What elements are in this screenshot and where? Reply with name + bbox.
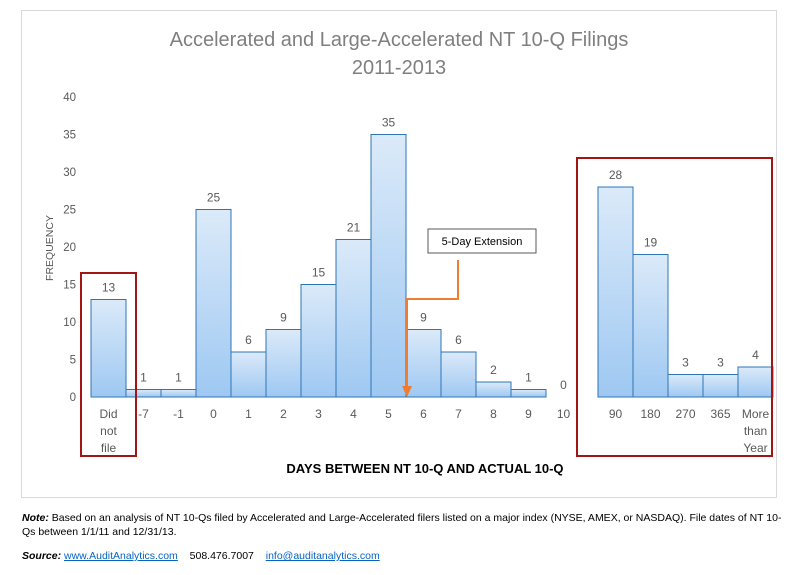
y-tick-label: 30 [63,167,76,179]
annotation-box [427,228,537,254]
y-tick-label: 5 [70,355,76,367]
y-tick-label: 40 [63,92,76,104]
data-label: 1 [140,371,147,385]
footnote-source: Source: www.AuditAnalytics.com 508.476.7… [22,550,380,562]
x-tick-label: 3 [315,407,322,421]
data-label: 25 [207,191,221,205]
bar [160,389,197,398]
annotation-text: 5-Day Extension [442,236,523,248]
bar [475,381,512,398]
x-tick-label: 6 [420,407,427,421]
x-tick-label: Did [99,407,117,421]
x-tick-label: 1 [245,407,252,421]
x-tick-label: not [100,424,117,438]
data-label: 9 [420,311,427,325]
y-tick-label: 15 [63,280,76,292]
bar [405,329,442,398]
bar [300,284,337,398]
y-tick-label: 35 [63,130,76,142]
bar [370,134,407,398]
bar [702,374,739,398]
data-label: 4 [752,348,759,362]
highlight-box-did-not-file [80,272,137,457]
data-label: 0 [560,378,567,392]
y-tick-label: 10 [63,317,76,329]
x-tick-label: -7 [138,407,149,421]
annotation-arrow-line [406,260,459,388]
histogram-chart: Accelerated and Large-Accelerated NT 10-… [44,29,774,476]
x-tick-label: Year [743,441,767,455]
data-label: 35 [382,116,396,130]
y-tick-label: 25 [63,205,76,217]
y-tick-label: 0 [70,392,76,404]
x-tick-label: -1 [173,407,184,421]
data-label: 28 [609,168,623,182]
x-tick-label: file [101,441,117,455]
bar [90,299,127,398]
source-website-link[interactable]: www.AuditAnalytics.com [64,550,178,562]
data-label: 9 [280,311,287,325]
bar [667,374,704,398]
note-text: Based on an analysis of NT 10-Qs filed b… [22,512,782,538]
bar [597,186,634,398]
x-tick-label: 8 [490,407,497,421]
bar [125,389,162,398]
data-label: 15 [312,266,326,280]
chart-subtitle: 2011-2013 [352,57,446,79]
source-email-link[interactable]: info@auditanalytics.com [265,550,380,562]
data-label: 19 [644,236,658,250]
x-tick-label: 365 [710,407,730,421]
x-tick-label: 2 [280,407,287,421]
x-tick-label: than [744,424,767,438]
x-tick-label: 9 [525,407,532,421]
bar [632,254,669,398]
x-tick-label: 4 [350,407,357,421]
source-phone: 508.476.7007 [189,550,254,562]
x-tick-label: 5 [385,407,392,421]
source-label: Source: [22,550,62,562]
data-label: 6 [455,333,462,347]
x-tick-label: 90 [609,407,623,421]
bar [230,351,267,398]
x-tick-label: More [742,407,770,421]
x-tick-label: 180 [640,407,660,421]
x-tick-label: 10 [557,407,571,421]
footnote-note: Note: Based on an analysis of NT 10-Qs f… [22,511,782,539]
y-axis-label: FREQUENCY [44,215,56,281]
data-label: 3 [717,356,724,370]
note-label: Note: [22,512,49,524]
x-tick-label: 0 [210,407,217,421]
bar [195,209,232,398]
bar [335,239,372,398]
highlight-box-long-delay [576,157,773,457]
chart-frame [21,10,777,498]
data-label: 3 [682,356,689,370]
bar [265,329,302,398]
annotation-arrow-head [402,386,412,397]
data-label: 2 [490,363,497,377]
bar [737,366,774,398]
x-tick-label: 270 [675,407,695,421]
data-label: 1 [525,371,532,385]
data-label: 13 [102,281,116,295]
chart-title: Accelerated and Large-Accelerated NT 10-… [170,29,629,51]
data-label: 21 [347,221,361,235]
bar [510,389,547,398]
data-label: 1 [175,371,182,385]
x-axis-label: DAYS BETWEEN NT 10-Q AND ACTUAL 10-Q [286,461,563,476]
data-label: 6 [245,333,252,347]
bar [440,351,477,398]
x-tick-label: 7 [455,407,462,421]
y-tick-label: 20 [63,242,76,254]
